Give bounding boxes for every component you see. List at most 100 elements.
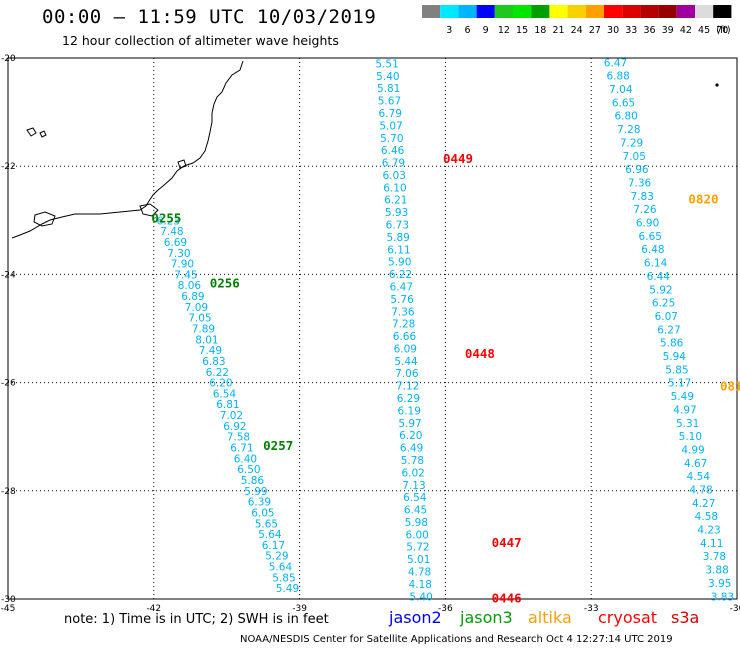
scale-label: 70 bbox=[716, 25, 728, 36]
scale-swatch bbox=[422, 5, 441, 18]
scale-label: 33 bbox=[625, 25, 637, 36]
swh-value: 6.19 bbox=[398, 405, 421, 417]
swh-value: 5.65 bbox=[255, 518, 278, 530]
swh-value: 6.50 bbox=[237, 464, 260, 476]
pass-time-labels: 0255 0256 0257 0449 0448 0447 0446 0820 0819 bbox=[151, 151, 740, 605]
swh-value: 6.17 bbox=[262, 540, 285, 552]
swh-value: 4.78 bbox=[689, 485, 712, 497]
swh-value: 3.95 bbox=[708, 578, 731, 590]
swh-value: 7.48 bbox=[160, 226, 183, 238]
scale-swatch bbox=[458, 5, 477, 18]
map-title: 00:00 – 11:59 UTC 10/03/2019 bbox=[42, 6, 377, 28]
swh-value: 5.72 bbox=[406, 542, 429, 554]
pass-time-label: 0447 bbox=[492, 535, 522, 550]
lat-tick-label: -26 bbox=[1, 379, 16, 389]
lat-tick-label: -22 bbox=[1, 162, 16, 172]
scale-swatch bbox=[440, 5, 459, 18]
pass-time-label: 0256 bbox=[210, 276, 240, 291]
swh-value: 6.46 bbox=[381, 145, 405, 157]
swh-value: 7.90 bbox=[171, 259, 194, 271]
swh-value: 5.70 bbox=[380, 133, 403, 145]
swh-value: 5.97 bbox=[398, 418, 421, 430]
swh-value: 5.81 bbox=[377, 83, 400, 95]
swh-value: 5.44 bbox=[394, 356, 418, 368]
swh-value: 7.83 bbox=[631, 191, 654, 203]
lagoon-outline bbox=[33, 211, 56, 227]
scale-swatch bbox=[604, 5, 623, 18]
swh-value: 7.06 bbox=[395, 368, 419, 380]
inlet-outline bbox=[177, 159, 187, 169]
scale-swatch bbox=[676, 5, 695, 18]
scale-swatch bbox=[658, 5, 677, 18]
scale-swatch bbox=[549, 5, 568, 18]
swh-value: 4.67 bbox=[684, 458, 707, 470]
scale-swatch bbox=[695, 5, 714, 18]
lat-lon-grid: -20-22-24-26-28-30-45-42-39-36-33-30 bbox=[1, 54, 740, 614]
wave-height-color-scale: 3 6 9 12 15 18 21 24 27 30 33 36 39 42 45 70(ft) bbox=[422, 5, 732, 36]
legend-jason3: jason3 bbox=[460, 608, 513, 627]
scale-swatch bbox=[713, 5, 732, 18]
swh-value: 6.44 bbox=[647, 271, 671, 283]
swh-value: 5.49 bbox=[276, 583, 299, 595]
track-1: 6.237.486.697.307.907.458.066.897.097.05… bbox=[157, 215, 299, 595]
swh-value: 6.73 bbox=[386, 220, 409, 232]
swh-value: 6.66 bbox=[393, 331, 417, 343]
footer-note: note: 1) Time is in UTC; 2) SWH is in fe… bbox=[64, 612, 329, 627]
track-3: 6.476.887.046.656.807.287.297.056.967.36… bbox=[604, 57, 734, 603]
swh-value: 7.09 bbox=[185, 302, 208, 314]
wave-height-tracks: 6.237.486.697.307.907.458.066.897.097.05… bbox=[157, 57, 734, 603]
swh-value: 5.64 bbox=[258, 529, 282, 541]
scale-label: 15 bbox=[516, 25, 528, 36]
swh-value: 6.11 bbox=[387, 244, 410, 256]
swh-value: 7.29 bbox=[620, 137, 643, 149]
swh-value: 6.20 bbox=[209, 378, 232, 390]
swh-value: 5.89 bbox=[386, 232, 409, 244]
swh-value: 5.67 bbox=[378, 96, 401, 108]
scale-swatch bbox=[476, 5, 495, 18]
swh-value: 5.93 bbox=[385, 207, 408, 219]
swh-value: 6.92 bbox=[223, 421, 246, 433]
swh-value: 7.45 bbox=[174, 269, 197, 281]
lat-tick-label: -28 bbox=[1, 487, 16, 497]
scale-label: 36 bbox=[643, 25, 655, 36]
scale-label: 21 bbox=[552, 25, 564, 36]
swh-value: 4.11 bbox=[700, 538, 723, 550]
swh-value: 6.79 bbox=[379, 108, 402, 120]
swh-value: 7.13 bbox=[402, 480, 425, 492]
swh-value: 5.85 bbox=[272, 572, 295, 584]
swh-value: 6.23 bbox=[157, 215, 180, 227]
credit-line: NOAA/NESDIS Center for Satellite Applica… bbox=[240, 634, 673, 645]
swh-value: 3.83 bbox=[711, 591, 734, 603]
swh-value: 6.65 bbox=[639, 231, 662, 243]
swh-value: 6.22 bbox=[206, 367, 229, 379]
swh-value: 7.58 bbox=[227, 432, 250, 444]
lon-tick-label: -39 bbox=[292, 604, 307, 614]
scale-label: 3 bbox=[446, 25, 452, 36]
swh-value: 5.31 bbox=[676, 418, 699, 430]
swh-value: 5.86 bbox=[241, 475, 265, 487]
swh-value: 5.92 bbox=[649, 284, 672, 296]
swh-value: 5.98 bbox=[405, 517, 428, 529]
track-2: 5.515.405.815.676.795.075.706.466.796.03… bbox=[375, 58, 432, 603]
swh-value: 4.99 bbox=[681, 444, 704, 456]
swh-value: 5.78 bbox=[401, 455, 424, 467]
swh-value: 7.26 bbox=[633, 204, 657, 216]
swh-value: 8.01 bbox=[195, 334, 218, 346]
swh-value: 5.86 bbox=[660, 338, 684, 350]
coast-bump-outline bbox=[39, 130, 47, 138]
swh-value: 5.10 bbox=[679, 431, 702, 443]
swh-value: 5.94 bbox=[663, 351, 687, 363]
legend-s3a: s3a bbox=[671, 608, 700, 627]
swh-value: 5.64 bbox=[269, 562, 293, 574]
swh-value: 6.80 bbox=[614, 111, 637, 123]
legend-jason2: jason2 bbox=[389, 608, 442, 627]
swh-value: 7.04 bbox=[609, 84, 633, 96]
swh-value: 6.27 bbox=[657, 324, 680, 336]
swh-value: 6.54 bbox=[213, 388, 237, 400]
pass-time-label: 0257 bbox=[263, 438, 293, 453]
swh-value: 4.27 bbox=[692, 498, 715, 510]
pass-time-label: 0446 bbox=[492, 590, 522, 605]
swh-value: 6.88 bbox=[606, 71, 629, 83]
lon-tick-label: -30 bbox=[730, 604, 740, 614]
scale-swatch bbox=[567, 5, 586, 18]
